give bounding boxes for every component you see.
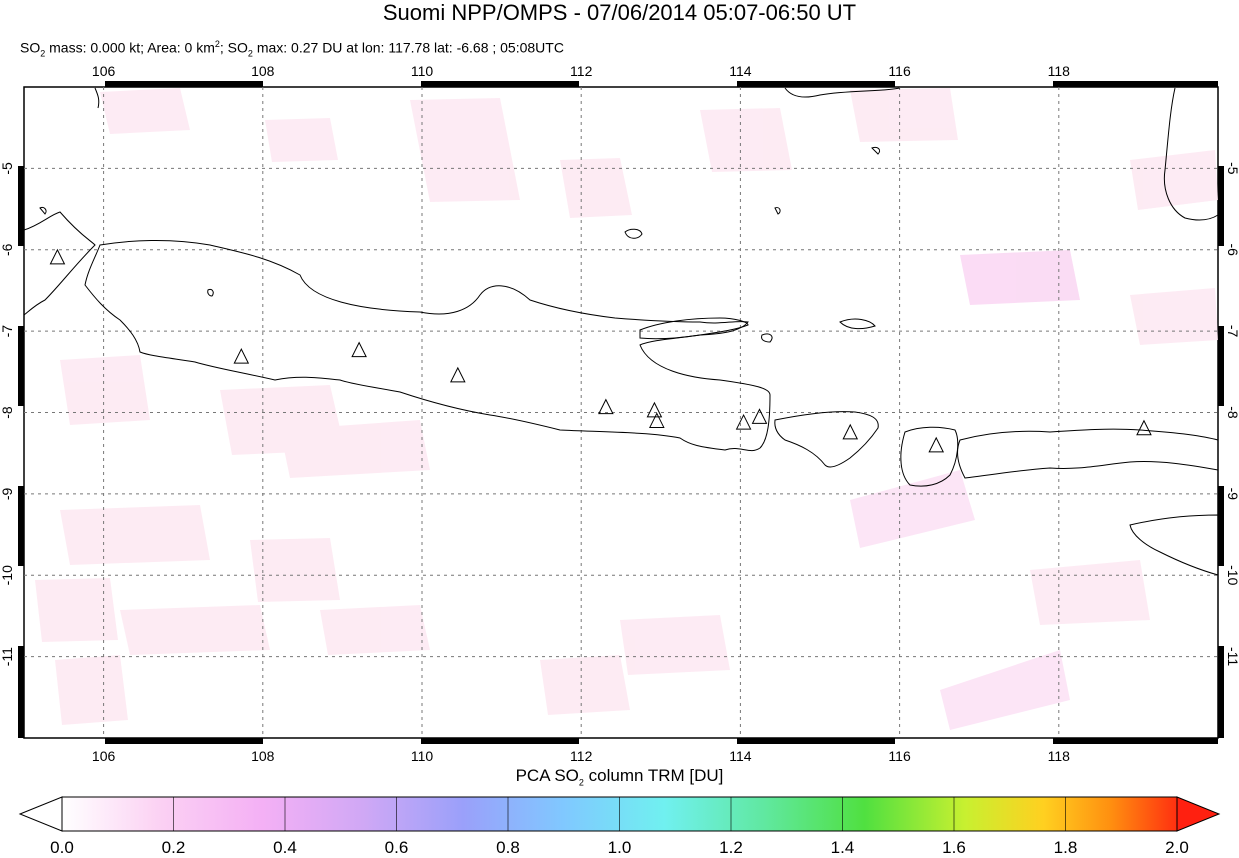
triangle-icon (649, 412, 665, 428)
lat-tick-label: -11 (1225, 647, 1239, 666)
triangle-icon (598, 398, 614, 415)
coastline-sulawesi (1163, 87, 1219, 221)
triangle-icon (735, 413, 752, 430)
area-superscript: 2 (214, 39, 220, 49)
lat-tick-label: -6 (0, 243, 15, 256)
lon-tick-label: 110 (411, 748, 434, 764)
lon-tick-label: 112 (570, 63, 593, 79)
coastline-sumbawa (957, 428, 1219, 479)
coastline-java (84, 239, 771, 452)
triangle-icon (351, 341, 367, 358)
colorbar-tick-label: 0.6 (384, 838, 409, 857)
colorbar-title-prefix: PCA SO (515, 766, 579, 785)
lon-ticks-bottom: 106 108 110 112 114 116 118 (92, 748, 1070, 764)
lat-tick-label: -10 (1225, 565, 1239, 585)
coastline-lombok (900, 426, 959, 487)
lon-tick-label: 108 (251, 748, 275, 764)
colorbar-tick-label: 1.6 (942, 838, 966, 857)
lat-ticks-left: -5 -6 -7 -8 -9 -10 -11 (0, 162, 15, 666)
gridlines (24, 87, 1218, 738)
lat-tick-label: -9 (0, 487, 15, 500)
lon-tick-label: 106 (92, 63, 116, 79)
colorbar-tick-label: 1.8 (1053, 838, 1078, 857)
so2-max-label: ; SO (219, 39, 248, 56)
triangle-icon (928, 436, 945, 453)
lon-tick-label: 118 (1048, 748, 1071, 764)
triangle-icon (233, 348, 250, 364)
triangle-icon (49, 248, 66, 265)
so2-mass-label: SO (20, 39, 41, 56)
triangle-icon (450, 366, 466, 383)
lon-tick-label: 110 (411, 63, 434, 79)
triangle-icon (1136, 419, 1152, 436)
lat-tick-label: -5 (0, 162, 15, 175)
so2-swath-tiles (35, 88, 1218, 730)
colorbar-max-arrow (1176, 796, 1221, 832)
colorbar-min-arrow (18, 796, 63, 832)
lat-ticks-right: -5 -6 -7 -8 -9 -10 -11 (1225, 162, 1239, 666)
colorbar-tick-label: 0.8 (496, 838, 520, 857)
lat-tick-label: -8 (0, 406, 15, 419)
colorbar-tick-label: 1.2 (719, 838, 743, 857)
map-border-bars (18, 81, 1224, 744)
triangle-icon (842, 423, 859, 440)
colorbar-tick-marks (61, 797, 1178, 831)
lat-tick-label: -8 (1225, 406, 1239, 419)
so2-max-text: max: 0.27 DU at lon: 117.78 lat: -6.68 ;… (252, 39, 564, 56)
colorbar-tick-label: 0.0 (50, 838, 74, 857)
colorbar-tick-label: 2.0 (1165, 838, 1189, 857)
lat-tick-label: -10 (0, 565, 15, 585)
page-title: Suomi NPP/OMPS - 07/06/2014 05:07-06:50 … (382, 0, 857, 25)
coastline-bali (774, 411, 879, 468)
lat-tick-label: -5 (1225, 162, 1239, 175)
volcano-markers (49, 248, 1152, 453)
colorbar-title-sub: 2 (578, 777, 584, 788)
coastlines (23, 87, 1219, 576)
triangle-icon (646, 401, 663, 418)
colorbar-tick-labels: 0.0 0.2 0.4 0.6 0.8 1.0 1.2 1.4 1.6 1.8 2.0 (0, 838, 1239, 857)
so2-max-subscript: 2 (247, 48, 253, 59)
lon-tick-label: 114 (729, 63, 752, 79)
so2-mass-subscript: 2 (40, 48, 46, 59)
lat-tick-label: -11 (0, 647, 15, 666)
lon-tick-label: 118 (1048, 63, 1071, 79)
coastline-madura (639, 317, 749, 340)
so2-mass-text: mass: 0.000 kt; Area: 0 km (45, 39, 215, 56)
coastline-sumba (1129, 514, 1219, 576)
colorbar-title-suffix: column TRM [DU] (583, 766, 724, 785)
coastline-kalimantan (784, 87, 901, 98)
lon-tick-label: 116 (888, 63, 911, 79)
lat-tick-label: -7 (1225, 325, 1239, 338)
lon-tick-label: 106 (92, 748, 116, 764)
colorbar-tick-label: 1.4 (830, 838, 855, 857)
lon-tick-label: 108 (251, 63, 275, 79)
colorbar-tick-label: 1.0 (607, 838, 632, 857)
colorbar-tick-label: 0.2 (161, 838, 186, 857)
lon-tick-label: 116 (888, 748, 911, 764)
so2-stats-line: SO2 mass: 0.000 kt; Area: 0 km2; SO2 max… (20, 35, 564, 62)
coastline-sumatra (23, 211, 96, 316)
lon-tick-label: 114 (729, 748, 752, 764)
lat-tick-label: -9 (1225, 488, 1239, 501)
colorbar-tick-label: 0.4 (273, 838, 297, 857)
lon-ticks-top: 106 108 110 112 114 116 118 (92, 63, 1070, 79)
lon-tick-label: 112 (570, 748, 593, 764)
triangle-icon (751, 408, 768, 424)
lat-tick-label: -6 (1225, 244, 1239, 257)
lat-tick-label: -7 (0, 325, 15, 338)
colorbar-title: PCA SO2 column TRM [DU] (0, 766, 1239, 787)
